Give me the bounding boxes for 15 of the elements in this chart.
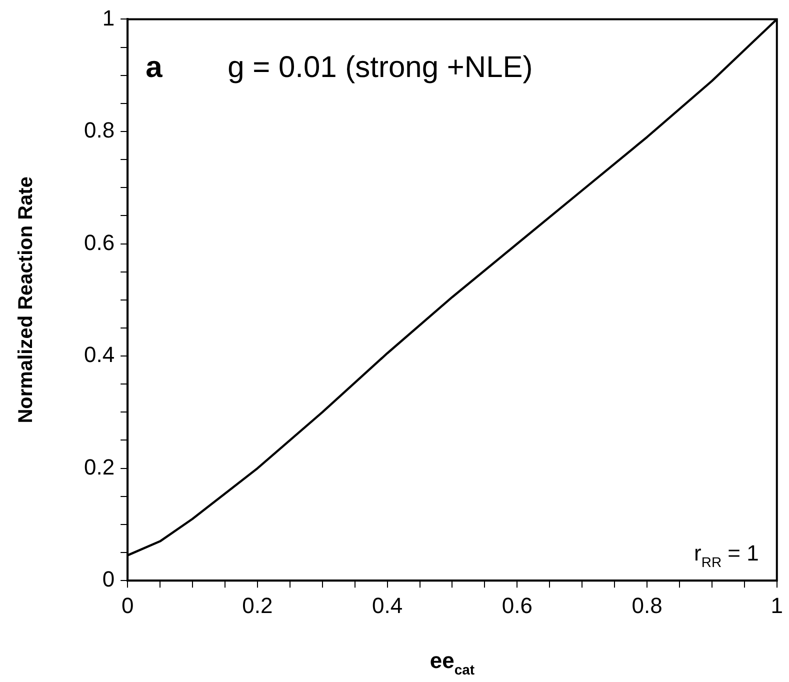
x-tick-label: 0.2: [242, 592, 273, 618]
x-tick-label: 0.6: [502, 592, 532, 618]
y-tick-label: 1: [102, 5, 115, 30]
y-tick-label: 0.4: [84, 342, 115, 368]
x-tick-label: 0.4: [372, 592, 403, 618]
annotation: g = 0.01 (strong +NLE): [228, 51, 533, 84]
annotation: a: [146, 51, 163, 84]
x-tick-label: 1: [770, 592, 784, 618]
y-tick-label: 0: [102, 566, 115, 592]
y-tick-label: 0.2: [84, 454, 115, 480]
x-tick-label: 0.8: [632, 592, 662, 618]
y-tick-label: 0.8: [84, 118, 115, 143]
y-axis-title: Normalized Reaction Rate: [15, 176, 37, 424]
x-tick-label: 0: [121, 592, 134, 618]
y-tick-label: 0.6: [84, 230, 115, 255]
